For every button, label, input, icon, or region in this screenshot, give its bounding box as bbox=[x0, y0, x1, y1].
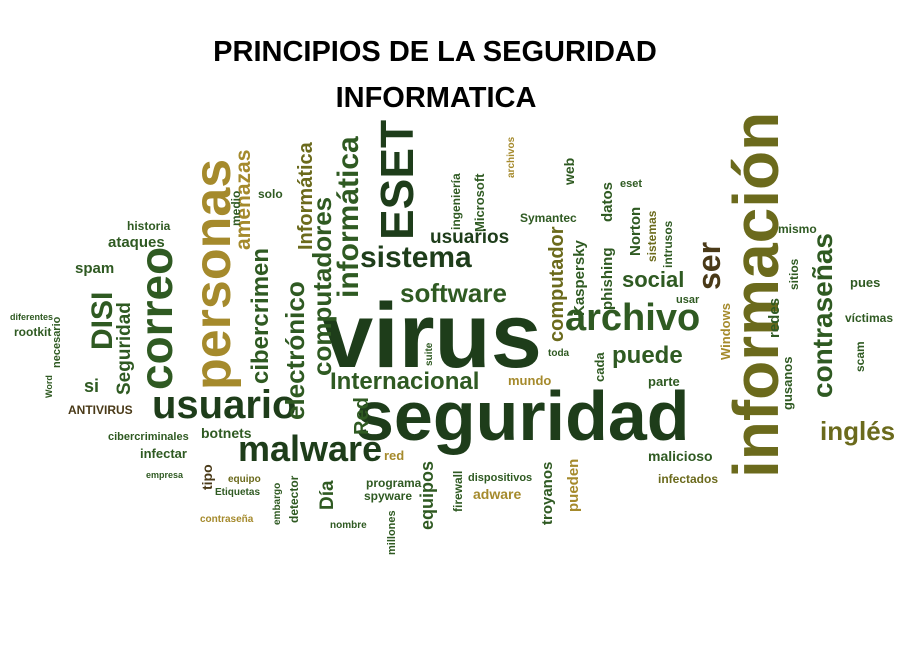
word-botnets: botnets bbox=[201, 425, 252, 441]
word-malicioso: malicioso bbox=[648, 448, 713, 464]
word-word: Word bbox=[44, 375, 54, 398]
word-ingenieria: ingeniería bbox=[449, 173, 463, 230]
word-parte: parte bbox=[648, 374, 680, 389]
word-contrasenas: contraseñas bbox=[807, 233, 838, 398]
word-correo: correo bbox=[130, 247, 182, 390]
word-ser: ser bbox=[691, 242, 727, 290]
word-software: software bbox=[400, 278, 507, 308]
word-rootkit: rootkit bbox=[14, 325, 51, 339]
word-pueden: pueden bbox=[565, 459, 582, 512]
word-personas: personas bbox=[184, 159, 242, 390]
word-nombre: nombre bbox=[330, 520, 367, 531]
word-dispositivos: dispositivos bbox=[468, 472, 532, 484]
word-archivos: archivos bbox=[506, 136, 517, 178]
word-mundo: mundo bbox=[508, 373, 551, 388]
word-puede: puede bbox=[612, 342, 683, 369]
word-symantec: Symantec bbox=[520, 211, 577, 225]
word-gusanos: gusanos bbox=[780, 357, 795, 410]
word-computador: computador bbox=[546, 226, 568, 342]
page-title-line-1: PRINCIPIOS DE LA SEGURIDAD bbox=[213, 36, 657, 68]
word-sistema: sistema bbox=[360, 241, 472, 274]
word-redes: redes bbox=[766, 298, 783, 338]
word-diferentes: diferentes bbox=[10, 312, 53, 322]
word-solo: solo bbox=[258, 187, 283, 201]
word-millones: millones bbox=[386, 510, 398, 555]
word-computadores: computadores bbox=[307, 197, 337, 376]
page-title-line-2: INFORMATICA bbox=[335, 82, 537, 114]
word-antivirus: ANTIVIRUS bbox=[68, 403, 133, 417]
word-sitios: sitios bbox=[787, 258, 801, 290]
word-dia: Día bbox=[317, 480, 338, 510]
word-infectar: infectar bbox=[140, 446, 187, 461]
word-internacional: Internacional bbox=[330, 368, 479, 395]
word-usuarios: usuarios bbox=[430, 227, 509, 248]
word-tipo: tipo bbox=[199, 464, 215, 490]
word-ataques: ataques bbox=[108, 234, 165, 251]
word-microsoft: Microsoft bbox=[472, 173, 487, 232]
word-mismo: mismo bbox=[778, 222, 817, 236]
word-phishing: phishing bbox=[599, 248, 616, 311]
word-sistemas: sistemas bbox=[645, 210, 659, 262]
word-equipo: equipo bbox=[228, 474, 261, 485]
word-equipos: equipos bbox=[417, 461, 437, 530]
word-embargo: embargo bbox=[272, 483, 283, 525]
word-informatica-cap: Informática bbox=[295, 141, 317, 250]
word-social: social bbox=[622, 267, 684, 292]
word-usar: usar bbox=[676, 294, 700, 306]
word-archivo: archivo bbox=[565, 297, 700, 339]
word-necesario: necesario bbox=[51, 316, 63, 368]
word-programa: programa bbox=[366, 476, 422, 490]
word-cada: cada bbox=[592, 352, 607, 382]
word-disi: DISI bbox=[86, 292, 119, 350]
word-norton: Norton bbox=[627, 207, 644, 256]
word-medio: medio bbox=[229, 191, 243, 226]
word-victimas: víctimas bbox=[845, 311, 893, 325]
word-eset-small: eset bbox=[620, 178, 642, 190]
word-eset: ESET bbox=[371, 120, 423, 240]
word-datos: datos bbox=[599, 182, 616, 222]
word-windows: Windows bbox=[718, 303, 733, 360]
word-adware: adware bbox=[473, 486, 521, 502]
word-seguridad: seguridad bbox=[355, 377, 690, 455]
word-red-cap: Red bbox=[351, 397, 373, 435]
word-contrasena: contraseña bbox=[200, 514, 254, 525]
word-seguridad-small: Seguridad bbox=[114, 302, 135, 395]
word-firewall: firewall bbox=[451, 471, 465, 512]
word-red: red bbox=[384, 448, 404, 463]
word-etiquetas: Etiquetas bbox=[215, 487, 260, 498]
word-amenazas: amenazas bbox=[232, 150, 255, 250]
word-spyware: spyware bbox=[364, 489, 412, 503]
word-cibercrimen: cibercrimen bbox=[247, 248, 274, 384]
word-kaspersky: Kaspersky bbox=[571, 239, 588, 316]
word-scam: scam bbox=[853, 341, 867, 372]
word-ingles: inglés bbox=[820, 416, 895, 446]
word-cibercriminales: cibercriminales bbox=[108, 431, 189, 443]
word-informacion: información bbox=[720, 112, 792, 478]
word-troyanos: troyanos bbox=[539, 462, 556, 525]
word-detector: detector bbox=[287, 475, 301, 523]
word-pues: pues bbox=[850, 275, 880, 290]
word-web: web bbox=[561, 158, 577, 186]
word-infectados: infectados bbox=[658, 472, 718, 486]
word-electronico: electrónico bbox=[280, 281, 310, 420]
word-virus: virus bbox=[322, 285, 542, 387]
word-si: si bbox=[84, 376, 99, 396]
word-malware: malware bbox=[238, 428, 382, 469]
word-intrusos: intrusos bbox=[661, 220, 675, 268]
word-historia: historia bbox=[127, 219, 171, 233]
word-empresa: empresa bbox=[146, 470, 184, 480]
word-spam: spam bbox=[75, 260, 114, 277]
word-suite: suite bbox=[424, 342, 435, 366]
word-toda: toda bbox=[548, 348, 570, 359]
word-usuario: usuario bbox=[152, 383, 296, 427]
word-informatica: informática bbox=[332, 136, 365, 298]
